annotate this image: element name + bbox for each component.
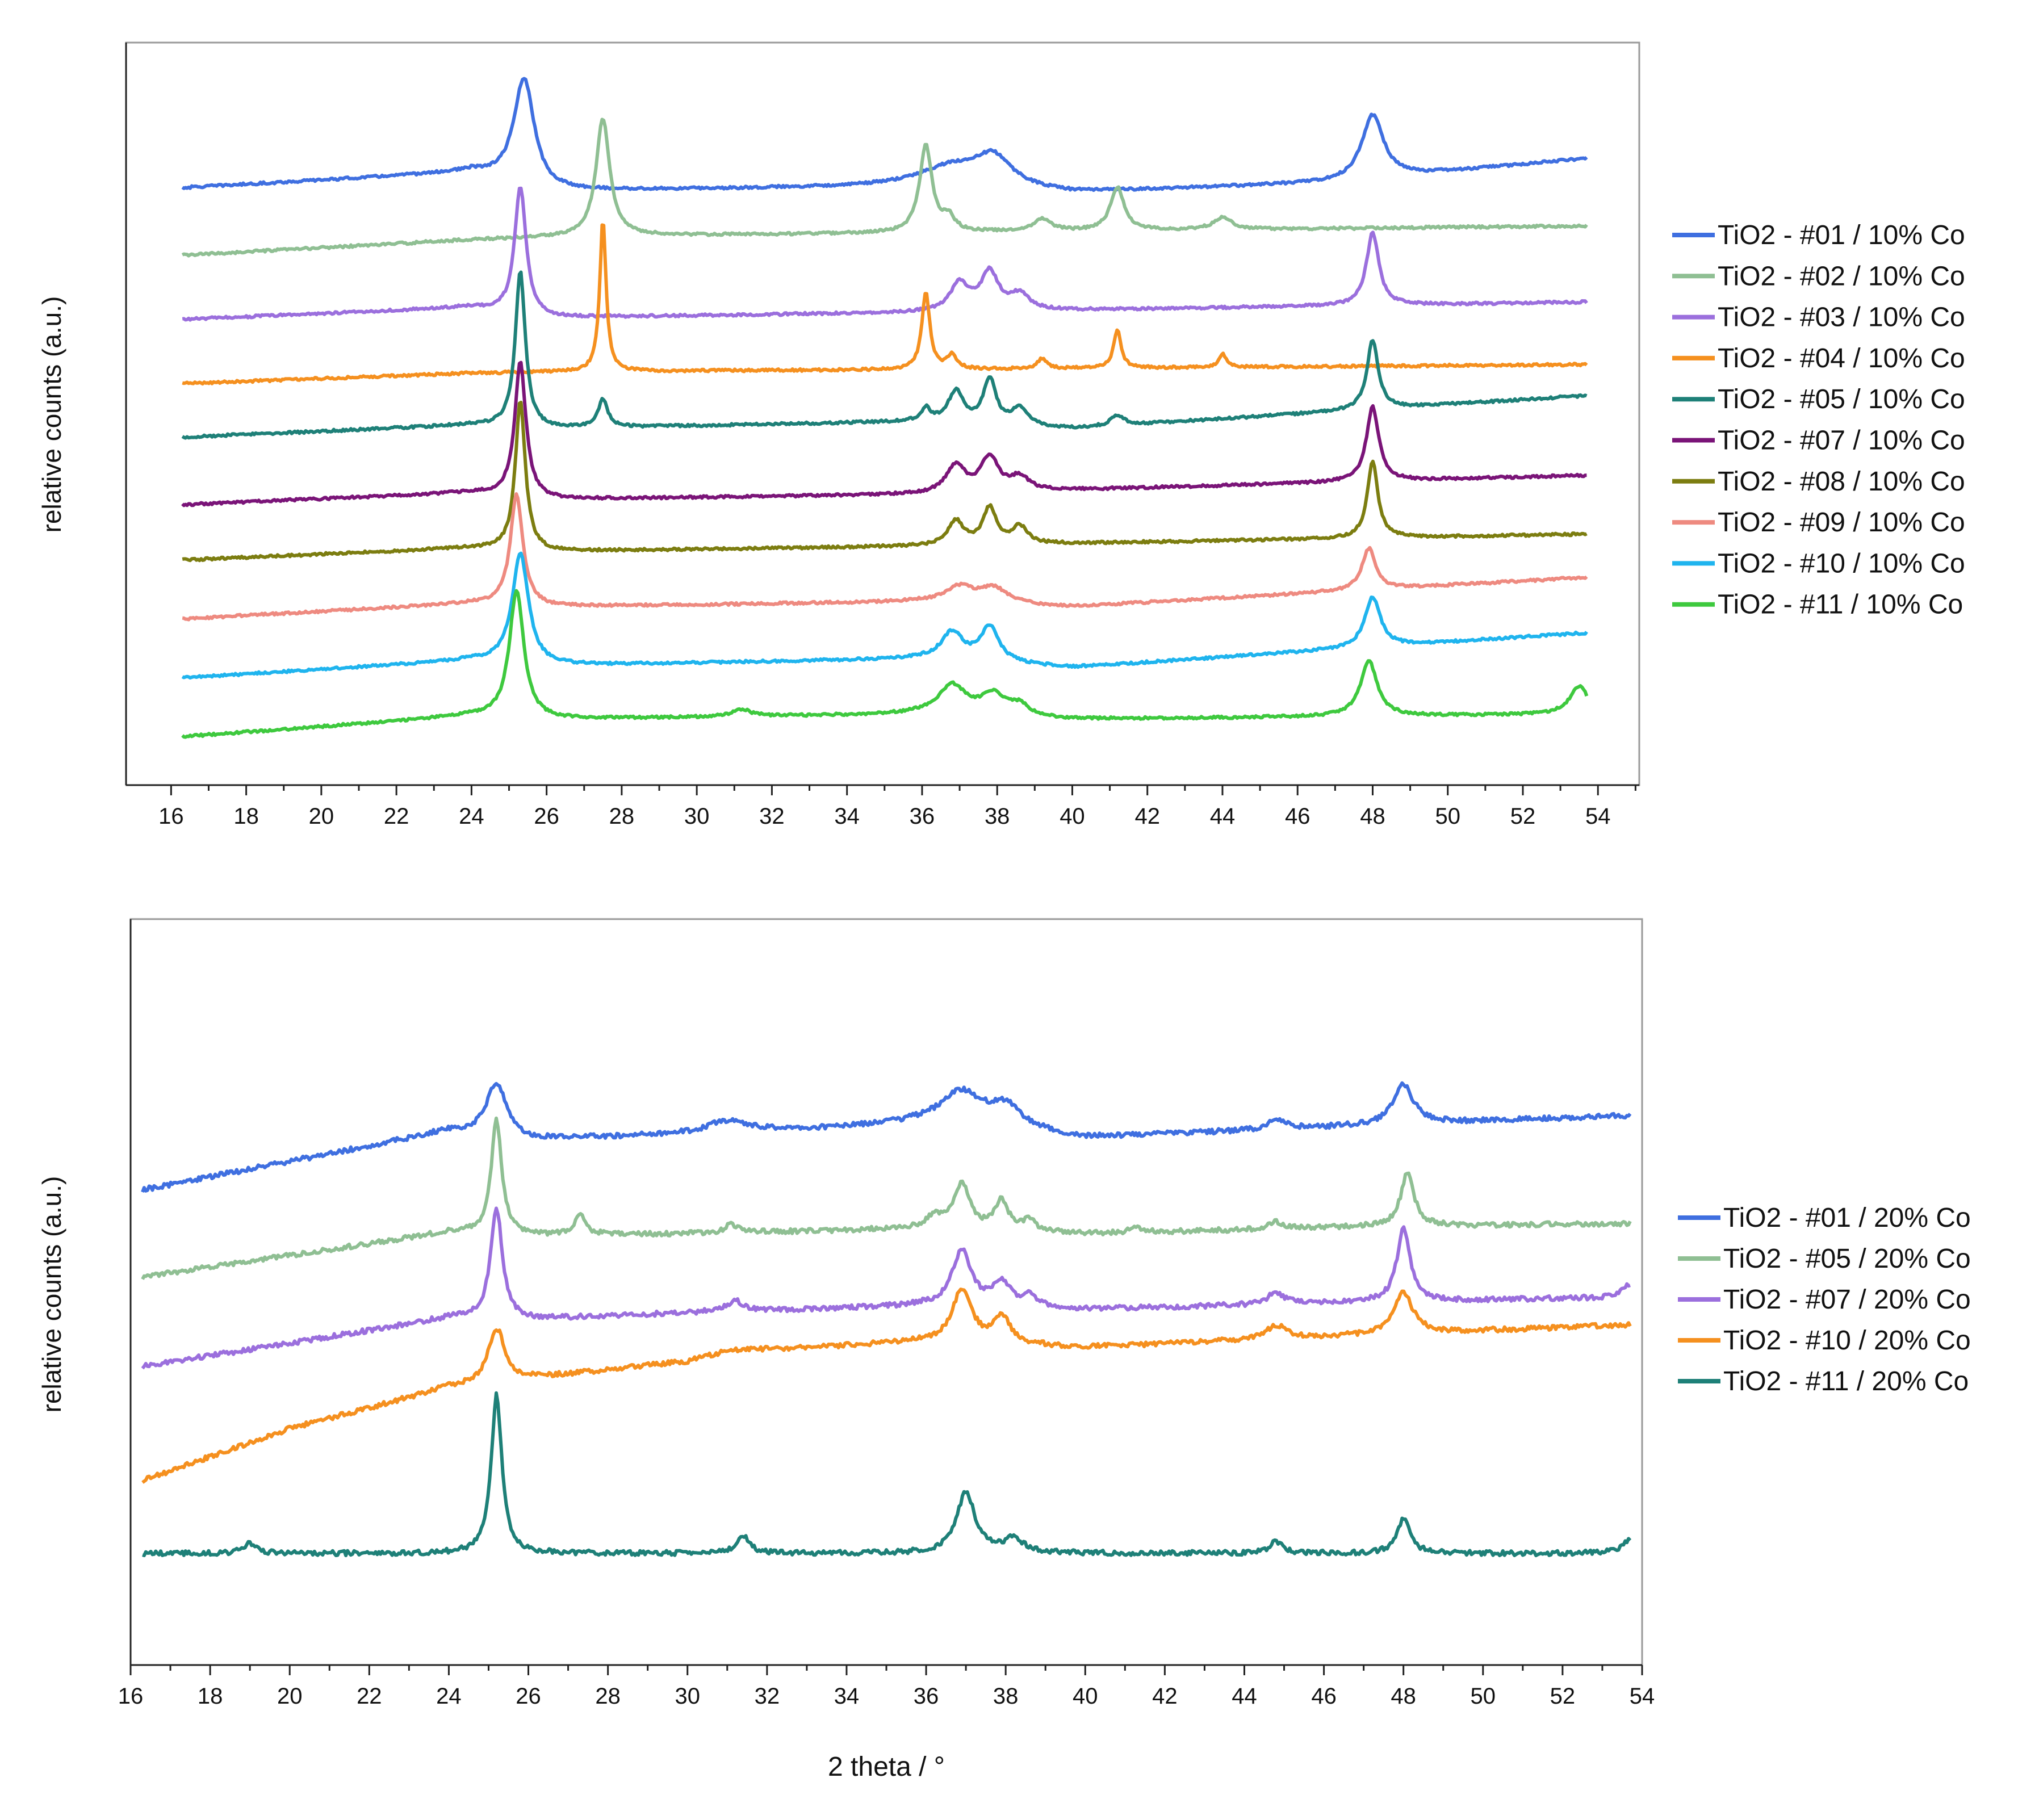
top-series-line xyxy=(182,223,1588,386)
top-legend-label: TiO2 - #11 / 10% Co xyxy=(1718,590,1963,620)
bottom-x-tick-label: 38 xyxy=(993,1684,1019,1709)
bottom-x-tick-label: 30 xyxy=(675,1684,700,1709)
bottom-x-tick-label: 34 xyxy=(834,1684,860,1709)
top-x-tick-label: 16 xyxy=(158,804,184,829)
top-x-tick-label: 18 xyxy=(233,804,259,829)
bottom-x-tick-label: 46 xyxy=(1311,1684,1337,1709)
top-x-tick-label: 44 xyxy=(1210,804,1236,829)
top-series-line xyxy=(181,551,1588,680)
bottom-x-tick-label: 18 xyxy=(198,1684,223,1709)
bottom-x-tick-label: 40 xyxy=(1073,1684,1098,1709)
bottom-x-tick-label: 48 xyxy=(1391,1684,1416,1709)
top-plot-frame xyxy=(125,41,1640,786)
top-x-tick-label: 38 xyxy=(985,804,1010,829)
top-legend-label: TiO2 - #01 / 10% Co xyxy=(1718,220,1965,250)
top-x-tick-label: 20 xyxy=(309,804,334,829)
top-x-tick-label: 54 xyxy=(1585,804,1611,829)
bottom-series-line xyxy=(141,1206,1631,1370)
top-series-line xyxy=(182,400,1588,563)
top-series-line xyxy=(181,270,1588,440)
bottom-legend-label: TiO2 - #01 / 20% Co xyxy=(1723,1203,1971,1233)
top-legend-label: TiO2 - #05 / 10% Co xyxy=(1718,384,1965,414)
bottom-x-tick-label: 22 xyxy=(357,1684,382,1709)
bottom-y-axis-label: relative counts (a.u.) xyxy=(37,1176,66,1413)
bottom-x-ticks: 16 18 20 22 24 26 28 30 32 34 36 38 40 42 44 46 48 50 52 54 xyxy=(118,1665,1655,1709)
top-x-tick-label: 32 xyxy=(759,804,785,829)
top-x-tick-label: 28 xyxy=(609,804,635,829)
top-x-tick-label: 30 xyxy=(684,804,710,829)
bottom-series-line xyxy=(141,1288,1632,1484)
bottom-x-tick-label: 42 xyxy=(1152,1684,1178,1709)
top-legend-label: TiO2 - #10 / 10% Co xyxy=(1718,548,1965,578)
bottom-series-line xyxy=(141,1116,1632,1280)
bottom-x-tick-label: 28 xyxy=(595,1684,621,1709)
top-x-tick-label: 42 xyxy=(1134,804,1160,829)
bottom-legend-label: TiO2 - #11 / 20% Co xyxy=(1723,1366,1969,1397)
top-x-tick-label: 36 xyxy=(910,804,935,829)
bottom-x-tick-label: 50 xyxy=(1471,1684,1496,1709)
top-x-tick-label: 52 xyxy=(1510,804,1536,829)
top-legend-label: TiO2 - #02 / 10% Co xyxy=(1718,261,1965,291)
top-legend-label: TiO2 - #07 / 10% Co xyxy=(1718,426,1965,456)
top-legend-label: TiO2 - #03 / 10% Co xyxy=(1718,303,1965,333)
top-series-line xyxy=(182,492,1588,622)
bottom-legend-label: TiO2 - #07 / 20% Co xyxy=(1723,1285,1971,1315)
top-legend-label: TiO2 - #04 / 10% Co xyxy=(1718,343,1965,374)
bottom-x-tick-label: 26 xyxy=(516,1684,541,1709)
bottom-series-line xyxy=(141,1081,1632,1193)
top-x-tick-label: 26 xyxy=(534,804,559,829)
bottom-x-tick-label: 44 xyxy=(1232,1684,1257,1709)
top-legend: TiO2 - #01 / 10% Co TiO2 - #02 / 10% Co Ti… xyxy=(1672,220,1965,620)
bottom-legend-label: TiO2 - #10 / 20% Co xyxy=(1723,1326,1971,1356)
bottom-x-tick-label: 32 xyxy=(755,1684,780,1709)
top-legend-label: TiO2 - #09 / 10% Co xyxy=(1718,508,1965,538)
top-x-tick-label: 40 xyxy=(1060,804,1085,829)
bottom-x-tick-label: 24 xyxy=(436,1684,462,1709)
top-x-tick-label: 50 xyxy=(1435,804,1460,829)
top-x-tick-label: 48 xyxy=(1360,804,1385,829)
top-x-ticks: 16 18 20 22 24 26 28 30 32 34 36 38 40 42 44 46 48 50 52 54 xyxy=(158,785,1636,829)
top-series-line xyxy=(181,118,1588,258)
bottom-x-tick-label: 52 xyxy=(1550,1684,1576,1709)
bottom-legend-label: TiO2 - #05 / 20% Co xyxy=(1723,1244,1971,1274)
top-y-axis-label: relative counts (a.u.) xyxy=(37,296,66,533)
top-legend-label: TiO2 - #08 / 10% Co xyxy=(1718,467,1965,497)
bottom-x-tick-label: 54 xyxy=(1630,1684,1655,1709)
bottom-xrd-panel: 16 18 20 22 24 26 28 30 32 34 36 38 40 42 44 46 48 50 52 54… xyxy=(37,918,1971,1782)
bottom-series-group xyxy=(141,1081,1632,1558)
bottom-x-tick-label: 16 xyxy=(118,1684,144,1709)
bottom-x-axis-label: 2 theta / ° xyxy=(828,1752,945,1782)
top-series-group xyxy=(181,77,1589,739)
top-series-line xyxy=(181,360,1587,508)
bottom-x-tick-label: 20 xyxy=(277,1684,303,1709)
top-x-tick-label: 34 xyxy=(834,804,860,829)
bottom-series-line xyxy=(142,1391,1632,1558)
top-x-tick-label: 46 xyxy=(1285,804,1311,829)
top-series-line xyxy=(182,186,1588,322)
bottom-x-tick-label: 36 xyxy=(914,1684,939,1709)
top-x-tick-label: 24 xyxy=(459,804,484,829)
top-xrd-panel: 16 18 20 22 24 26 28 30 32 34 36 38 40 42 44 46 48 50 52 54… xyxy=(37,41,1965,829)
top-series-line xyxy=(181,589,1589,739)
bottom-legend: TiO2 - #01 / 20% Co TiO2 - #05 / 20% Co Ti… xyxy=(1678,1203,1971,1397)
top-series-line xyxy=(181,77,1588,192)
top-x-tick-label: 22 xyxy=(384,804,409,829)
